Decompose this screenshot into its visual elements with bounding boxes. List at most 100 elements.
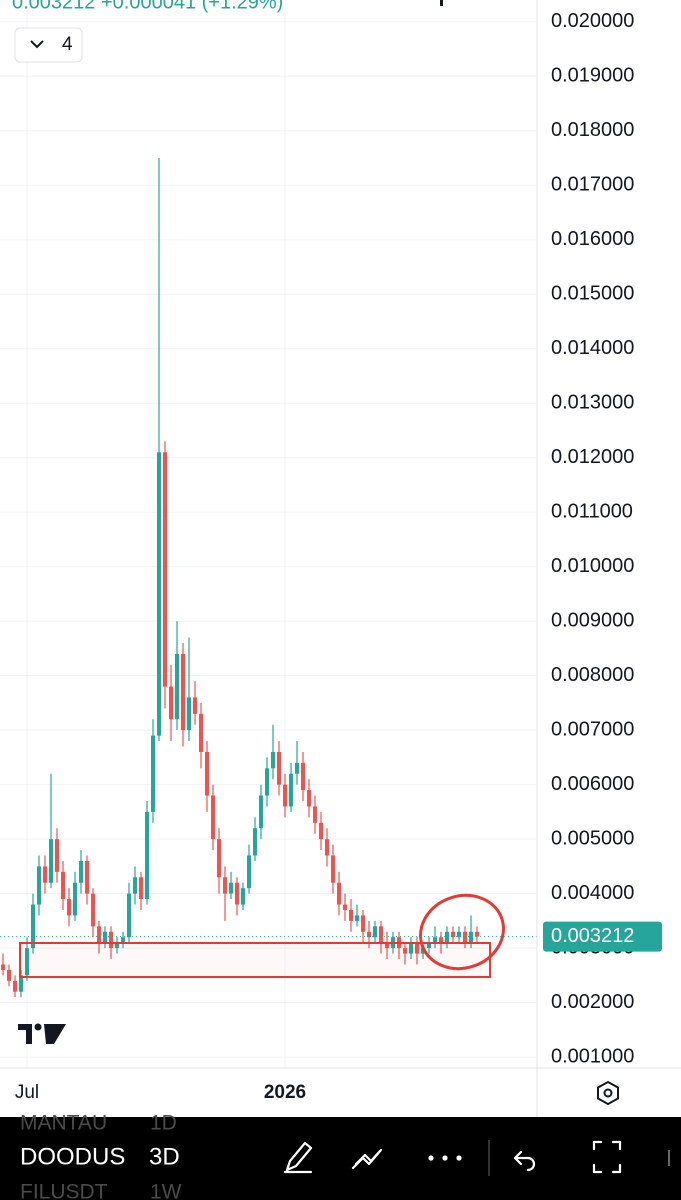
candle-body	[475, 931, 479, 937]
candle-body	[49, 839, 53, 883]
candle-body	[211, 795, 215, 840]
candle-body	[427, 942, 431, 949]
y-tick-label: 0.009000	[551, 609, 634, 631]
y-tick-label: 0.007000	[551, 718, 634, 740]
candle-body	[343, 904, 347, 910]
candle-body	[307, 790, 311, 807]
candle-body	[145, 811, 149, 900]
more-icon[interactable]	[428, 1155, 462, 1161]
candle-body	[127, 893, 131, 938]
y-tick-label: 0.001000	[551, 1045, 634, 1067]
candle-body	[187, 697, 191, 731]
chevron	[30, 40, 44, 49]
candle-body	[283, 784, 287, 807]
candle-body	[193, 697, 197, 714]
x-tick-label: 2026	[264, 1082, 306, 1103]
candle-body	[247, 855, 251, 889]
y-tick-label: 0.014000	[551, 337, 634, 359]
candle-body	[445, 931, 449, 943]
candle-body	[85, 860, 89, 894]
candle-body	[67, 899, 71, 916]
candle-body	[37, 866, 41, 905]
candle-body	[301, 762, 305, 791]
candle-body	[7, 969, 11, 981]
candle-body	[163, 452, 167, 687]
highlight-circle	[419, 893, 505, 971]
candle-body	[97, 926, 101, 943]
y-tick-label: 0.005000	[551, 827, 634, 849]
ghost-interval: 1W	[150, 1181, 182, 1200]
candle-body	[403, 948, 407, 954]
grid	[0, 0, 537, 1068]
symbol-button[interactable]: DOODUS	[20, 1143, 125, 1170]
candle-body	[337, 882, 341, 905]
settings-button[interactable]	[597, 1080, 619, 1106]
candle-body	[361, 915, 365, 932]
y-tick-label: 0.011000	[551, 500, 633, 522]
candle-body	[223, 877, 227, 894]
candle-body	[61, 871, 65, 900]
y-tick-label: 0.013000	[551, 392, 634, 414]
candle-body	[133, 877, 137, 894]
last-price-label: 0.003212	[551, 925, 634, 947]
candle-body	[19, 975, 23, 992]
time-axis	[0, 1068, 681, 1117]
ghost-symbol: MANTAU	[20, 1112, 107, 1135]
candle-body	[1, 964, 5, 970]
toolbar	[0, 1117, 681, 1200]
y-tick-label: 0.002000	[551, 991, 634, 1013]
candle-body	[157, 452, 161, 736]
fullscreen-icon[interactable]	[592, 1140, 622, 1174]
undo-icon[interactable]	[513, 1150, 536, 1172]
candle-body	[277, 751, 281, 785]
candle-body	[319, 822, 323, 840]
x-tick-label: Jul	[15, 1082, 39, 1103]
candle-body	[469, 931, 473, 943]
candle-body	[115, 942, 119, 949]
candle-body	[25, 948, 29, 976]
y-tick-label: 0.015000	[551, 283, 634, 305]
candle-body	[271, 751, 275, 769]
candle-body	[385, 942, 389, 949]
settings-icon[interactable]	[597, 1080, 619, 1106]
last-price: 0.003212	[543, 921, 662, 952]
candle-body	[451, 931, 455, 938]
candle-body	[325, 839, 329, 856]
support-box	[19, 942, 491, 978]
candle-body	[379, 926, 383, 943]
y-tick-label: 0.012000	[551, 446, 634, 468]
interval-button[interactable]: 3D	[149, 1143, 180, 1170]
legend-toggle[interactable]: 4	[14, 27, 83, 63]
candle-body	[205, 751, 209, 796]
candle-body	[217, 839, 221, 878]
candle-body	[439, 937, 443, 943]
candle-body	[73, 882, 77, 916]
candle-body	[259, 795, 263, 829]
candle-body	[349, 909, 353, 921]
candle-body	[121, 937, 125, 943]
y-tick-label: 0.020000	[551, 10, 634, 32]
indicator-count: 4	[62, 34, 73, 55]
candle-body	[103, 931, 107, 943]
candle-body	[253, 828, 257, 856]
candle-body	[151, 735, 155, 812]
candle-body	[295, 762, 299, 774]
draw-icon[interactable]	[283, 1141, 313, 1174]
legend-button[interactable]	[14, 27, 83, 63]
candle-body	[415, 942, 419, 954]
candle-body	[331, 855, 335, 883]
candle-body	[139, 877, 143, 900]
y-tick-label: 0.006000	[551, 773, 634, 795]
candle-body	[463, 931, 467, 943]
y-tick-label: 0.010000	[551, 555, 634, 577]
candle-body	[79, 860, 83, 883]
candle-body	[169, 686, 173, 720]
candle-body	[433, 937, 437, 943]
candle-body	[13, 980, 17, 992]
ghost-symbol: FILUSDT	[20, 1181, 108, 1200]
candle-body	[289, 773, 293, 807]
pattern-icon[interactable]	[351, 1148, 383, 1170]
candle-body	[109, 931, 113, 949]
